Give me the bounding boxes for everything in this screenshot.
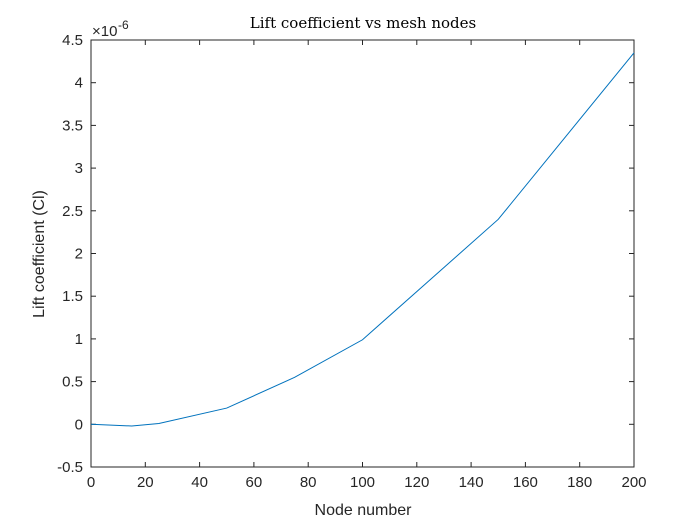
x-tick-label: 0 xyxy=(87,474,95,491)
x-tick-label: 120 xyxy=(404,474,429,491)
x-tick-label: 80 xyxy=(300,474,317,491)
y-tick-label: 1.5 xyxy=(62,288,83,305)
y-exponent-power: -6 xyxy=(118,18,129,32)
y-tick-label: 0 xyxy=(75,416,83,433)
x-tick-label: 180 xyxy=(567,474,592,491)
series-line xyxy=(90,52,635,427)
y-tick-label: 4.5 xyxy=(62,32,83,49)
y-tick-label: -0.5 xyxy=(57,459,83,476)
y-tick-label: 2.5 xyxy=(62,203,83,220)
y-tick-label: 1 xyxy=(75,331,83,348)
y-exponent-base: ×10 xyxy=(92,23,117,40)
y-tick-label: 3.5 xyxy=(62,117,83,134)
x-axis-label: Node number xyxy=(315,502,413,519)
y-tick-label: 3 xyxy=(75,160,83,177)
x-tick-label: 200 xyxy=(621,474,646,491)
x-tick-label: 140 xyxy=(459,474,484,491)
x-tick-label: 40 xyxy=(191,474,208,491)
x-tick-label: 60 xyxy=(246,474,263,491)
x-tick-label: 20 xyxy=(137,474,154,491)
y-axis-label: Lift coefficient (Cl) xyxy=(31,190,48,318)
plot-area: 0 20 40 60 80 100 120 140 160 180 200-0.500.511.52… xyxy=(57,32,646,491)
x-tick-label: 160 xyxy=(513,474,538,491)
axes-box xyxy=(90,39,635,468)
y-tick-label: 4 xyxy=(75,75,83,92)
y-tick-label: 0.5 xyxy=(62,374,83,391)
x-tick-label: 100 xyxy=(350,474,375,491)
y-tick-label: 2 xyxy=(75,246,83,263)
y-axis-exponent: ×10 -6 xyxy=(92,18,129,40)
chart-title: Lift coefficient vs mesh nodes xyxy=(250,14,476,32)
